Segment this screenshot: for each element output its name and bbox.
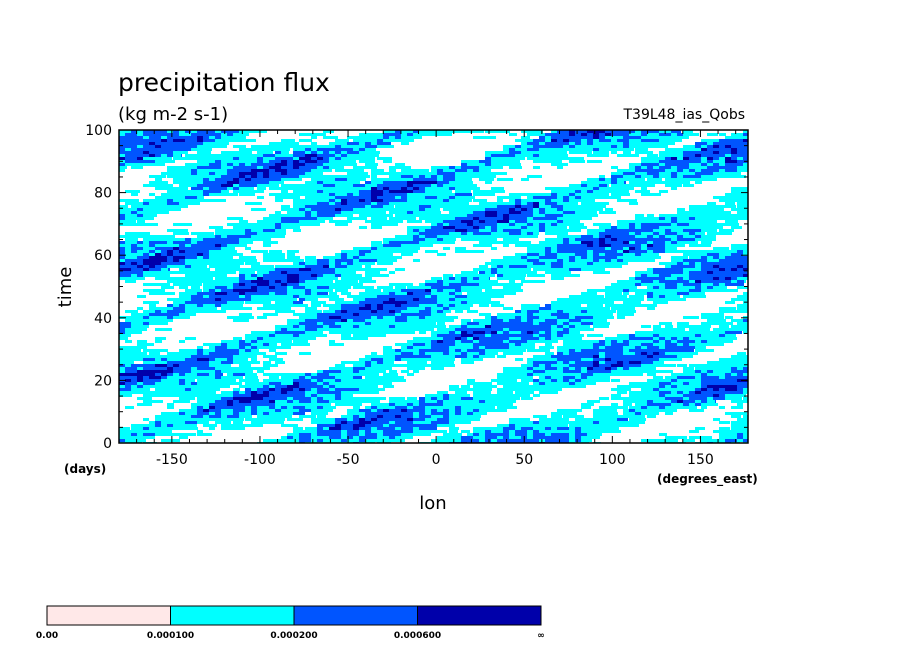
colorbar-swatch xyxy=(170,605,295,626)
y-tick-label: 80 xyxy=(94,186,112,202)
x-tick-label: 50 xyxy=(515,452,533,468)
colorbar-swatch xyxy=(293,605,418,626)
x-tick-label: 0 xyxy=(432,452,441,468)
colorbar: 0.00 0.000100 0.000200 0.000600 ∞ xyxy=(36,605,545,641)
y-tick-label: 0 xyxy=(103,436,112,452)
colorbar-swatch xyxy=(417,605,542,626)
y-tick-label: 20 xyxy=(94,373,112,389)
colorbar-label: 0.000200 xyxy=(270,631,317,641)
x-axis-label: lon xyxy=(419,493,446,514)
colorbar-label: 0.000600 xyxy=(394,631,441,641)
y-tick-label: 60 xyxy=(94,248,112,264)
colorbar-label: 0.00 xyxy=(36,631,58,641)
x-tick-label: -150 xyxy=(156,452,188,468)
y-tick-label: 100 xyxy=(85,123,112,139)
colorbar-label: ∞ xyxy=(537,631,545,641)
chart-title: precipitation flux xyxy=(118,68,330,97)
x-axis-units: (degrees_east) xyxy=(657,472,758,487)
x-tick-label: -100 xyxy=(244,452,276,468)
colorbar-label: 0.000100 xyxy=(147,631,194,641)
precipitation-field xyxy=(119,130,748,443)
x-tick-label: 100 xyxy=(599,452,626,468)
y-tick-label: 40 xyxy=(94,311,112,327)
chart-units: (kg m-2 s-1) xyxy=(118,104,228,125)
y-axis-ticks: 0 20 40 60 80 100 xyxy=(85,123,748,452)
colorbar-swatch xyxy=(46,605,171,626)
x-axis-ticks: -150 -100 -50 0 50 100 150 xyxy=(118,130,737,468)
y-axis-label: time xyxy=(55,267,76,308)
y-axis-units: (days) xyxy=(64,462,106,476)
x-tick-label: -50 xyxy=(337,452,360,468)
experiment-label: T39L48_ias_Qobs xyxy=(622,107,745,123)
x-tick-label: 150 xyxy=(687,452,714,468)
